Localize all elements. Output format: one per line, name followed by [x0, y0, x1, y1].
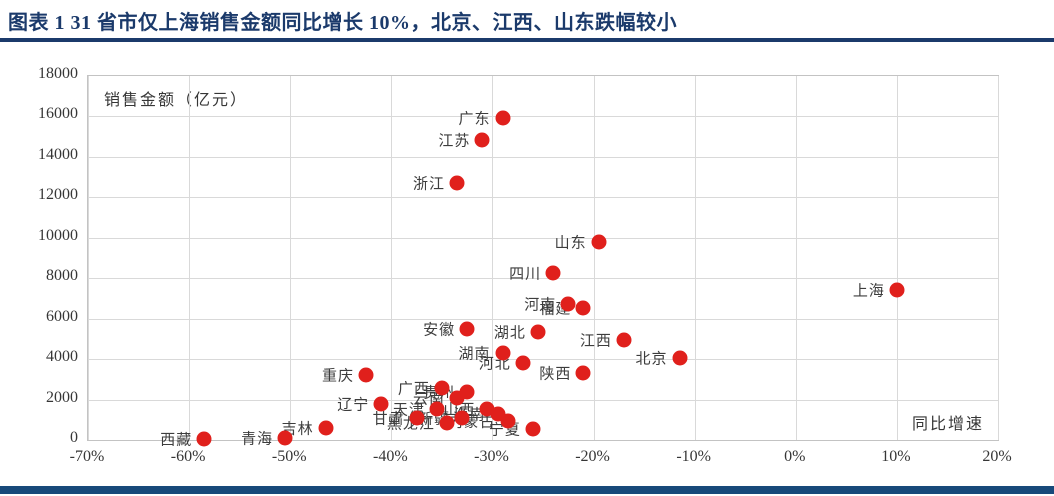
data-point-dot	[591, 234, 607, 250]
vertical-gridline	[998, 76, 999, 440]
data-point-dot	[616, 332, 632, 348]
data-point-label: 浙江	[413, 176, 446, 193]
y-tick-label: 2000	[46, 388, 78, 406]
vertical-gridline	[896, 76, 898, 440]
horizontal-gridline	[88, 156, 998, 158]
data-point-dot	[434, 380, 450, 396]
x-tick-label: -10%	[676, 448, 711, 465]
data-point-dot	[454, 410, 470, 426]
data-point-dot	[525, 421, 541, 437]
plot-area: 销售金额（亿元） 同比增速 广东江苏浙江山东 四川上海河南 福建安徽 湖北 江西湖南 北京…	[87, 75, 999, 448]
y-tick-label: 6000	[46, 307, 78, 325]
y-tick-label: 0	[70, 429, 78, 446]
data-point-label: 广西	[397, 381, 430, 398]
horizontal-gridline	[88, 359, 998, 361]
data-point-label: 山东	[554, 235, 587, 252]
data-point-dot	[459, 321, 475, 337]
y-tick-label: 14000	[38, 145, 78, 163]
horizontal-gridline	[88, 278, 998, 280]
x-tick-label: -40%	[373, 448, 408, 465]
data-point-label: 北京	[635, 351, 668, 368]
scatter-chart: 销售金额（亿元） 同比增速 广东江苏浙江山东 四川上海河南 福建安徽 湖北 江西湖南 北京…	[38, 65, 1012, 465]
vertical-gridline	[189, 76, 191, 440]
data-point-label: 河南	[524, 297, 557, 313]
horizontal-gridline	[88, 399, 998, 401]
data-point-dot	[515, 355, 531, 371]
x-tick-label: 0%	[784, 448, 806, 465]
data-point-label: 湖北	[493, 325, 526, 342]
data-point-label: 青海	[241, 431, 274, 448]
data-point-dot	[449, 390, 465, 406]
data-point-label: 甘肃	[372, 411, 405, 428]
vertical-gridline	[88, 76, 89, 440]
data-point-label: 陕西	[539, 366, 572, 383]
vertical-gridline	[795, 76, 797, 440]
data-point-dot	[545, 265, 561, 281]
data-point-label: 福建	[539, 301, 572, 318]
y-axis-title: 销售金额（亿元）	[104, 92, 249, 109]
x-tick-label: -30%	[474, 448, 509, 465]
data-point-dot	[439, 415, 455, 431]
data-point-dot	[495, 110, 511, 126]
y-tick-label: 8000	[46, 267, 78, 285]
data-point-dot	[889, 282, 905, 298]
data-point-dot	[474, 132, 490, 148]
y-tick-label: 16000	[38, 105, 78, 123]
data-point-label: 安徽	[423, 322, 456, 339]
horizontal-gridline	[88, 237, 998, 239]
horizontal-gridline	[88, 318, 998, 320]
data-point-label: 江苏	[438, 133, 471, 150]
y-tick-label: 12000	[38, 186, 78, 204]
data-point-label: 江西	[579, 333, 612, 350]
data-point-label: 河北	[478, 356, 511, 373]
data-point-dot	[429, 401, 445, 417]
data-point-label: 重庆	[322, 368, 355, 385]
title-underline	[0, 38, 1054, 42]
vertical-gridline	[694, 76, 696, 440]
data-point-dot	[373, 396, 389, 412]
data-point-dot	[500, 413, 516, 429]
data-point-dot	[672, 350, 687, 366]
y-tick-label: 10000	[38, 226, 78, 244]
data-point-dot	[449, 175, 465, 191]
x-axis-title: 同比增速	[911, 416, 984, 433]
data-point-label: 西藏	[160, 432, 193, 449]
horizontal-gridline	[88, 116, 998, 118]
footer-bar	[0, 486, 1054, 494]
data-point-dot	[358, 367, 374, 383]
data-point-dot	[318, 420, 334, 436]
data-point-label: 湖南	[458, 346, 491, 363]
data-point-dot	[409, 410, 425, 426]
data-point-label: 上海	[852, 283, 885, 300]
x-tick-label: 20%	[982, 448, 1012, 465]
x-tick-label: -70%	[69, 448, 105, 465]
data-point-dot	[495, 345, 511, 361]
data-point-dot	[530, 324, 546, 340]
x-tick-label: 10%	[881, 448, 911, 465]
x-tick-label: -60%	[170, 448, 206, 465]
x-tick-label: -20%	[575, 448, 610, 465]
y-tick-label: 4000	[46, 348, 78, 366]
data-point-label: 广东	[458, 111, 491, 128]
data-point-dot	[575, 300, 591, 316]
data-point-dot	[277, 430, 293, 446]
figure-title: 图表 1 31 省市仅上海销售金额同比增长 10%，北京、江西、山东跌幅较小	[8, 12, 677, 34]
data-point-label: 四川	[509, 266, 542, 283]
data-point-dot	[196, 431, 212, 447]
data-point-label: 辽宁	[337, 397, 370, 414]
x-tick-label: -50%	[271, 448, 307, 465]
vertical-gridline	[290, 76, 292, 440]
vertical-gridline	[492, 76, 494, 440]
vertical-gridline	[593, 76, 595, 440]
y-tick-label: 18000	[38, 65, 78, 82]
data-point-dot	[575, 365, 591, 381]
vertical-gridline	[391, 76, 393, 440]
data-point-dot	[560, 296, 576, 311]
horizontal-gridline	[88, 197, 998, 199]
